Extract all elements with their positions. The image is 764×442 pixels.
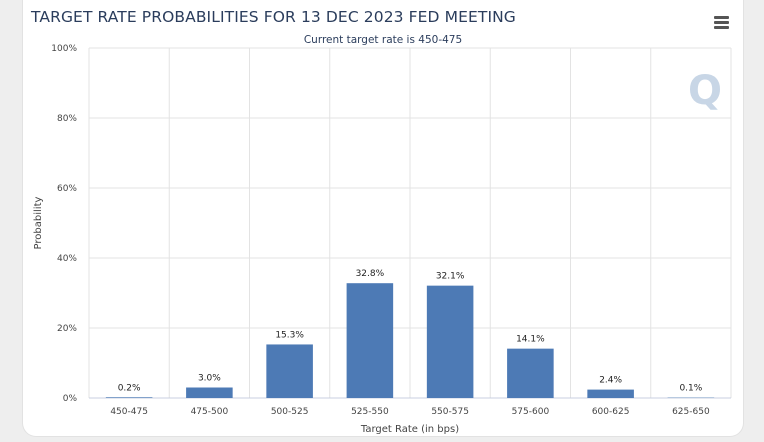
y-tick-label: 100% <box>51 44 77 54</box>
x-tick-label: 525-550 <box>351 407 389 417</box>
data-label: 2.4% <box>599 376 622 386</box>
watermark-logo: Q <box>688 68 722 114</box>
y-tick-label: 20% <box>57 324 77 334</box>
data-label: 32.8% <box>356 269 385 279</box>
data-label: 32.1% <box>436 272 465 282</box>
y-axis-title: Probability <box>33 196 44 249</box>
y-tick-label: 80% <box>57 114 77 124</box>
bar-chart: Q 0% 20% 40% 60% 80% 100% 0.2% 450-475 3.0% 475-50… <box>33 44 732 435</box>
x-tick-label: 625-650 <box>672 407 710 417</box>
bar <box>266 344 313 398</box>
x-tick-label: 550-575 <box>431 407 469 417</box>
y-tick-label: 60% <box>57 184 77 194</box>
data-label: 3.0% <box>198 374 221 384</box>
bar <box>587 389 634 398</box>
bar <box>426 285 474 398</box>
data-label: 0.2% <box>118 383 141 393</box>
hamburger-menu-icon[interactable] <box>714 16 729 29</box>
y-tick-label: 0% <box>63 394 78 404</box>
x-tick-label: 500-525 <box>271 407 309 417</box>
data-label: 15.3% <box>275 330 304 340</box>
y-tick-label: 40% <box>57 254 77 264</box>
x-axis-title: Target Rate (in bps) <box>360 424 459 435</box>
bar <box>346 283 394 398</box>
data-label: 14.1% <box>516 335 545 345</box>
x-tick-label: 450-475 <box>110 407 148 417</box>
x-tick-label: 475-500 <box>191 407 229 417</box>
bar <box>105 397 153 398</box>
bar <box>507 348 554 398</box>
x-tick-label: 600-625 <box>592 407 630 417</box>
data-label: 0.1% <box>679 384 702 394</box>
x-tick-label: 575-600 <box>512 407 550 417</box>
chart-title: TARGET RATE PROBABILITIES FOR 13 DEC 202… <box>31 8 516 26</box>
bar <box>186 387 233 398</box>
chart-card: TARGET RATE PROBABILITIES FOR 13 DEC 202… <box>22 0 744 437</box>
chart-subtitle: Current target rate is 450-475 <box>303 34 463 46</box>
